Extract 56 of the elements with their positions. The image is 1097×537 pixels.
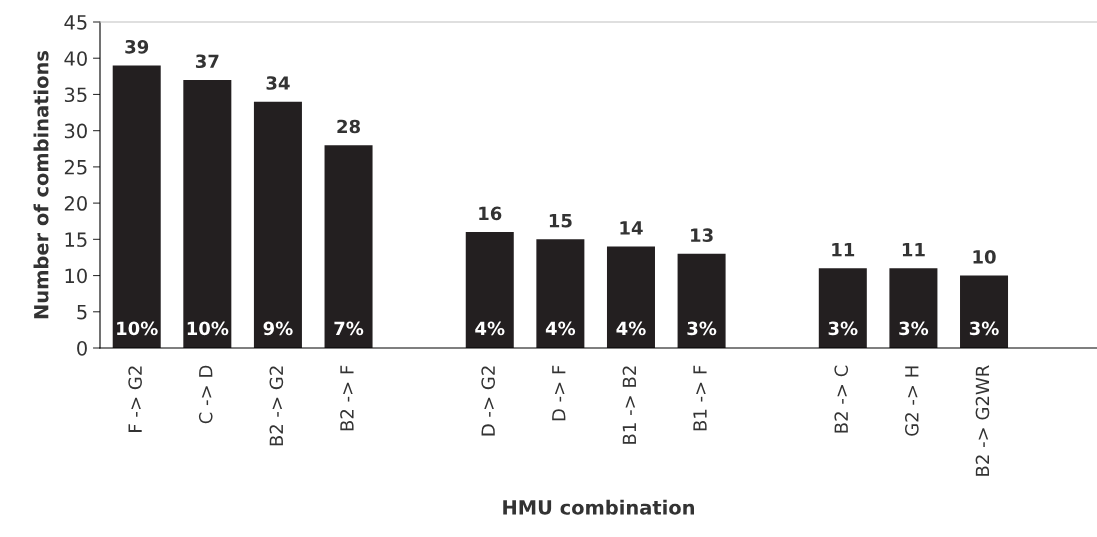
data-label: 14 [620,221,643,235]
x-tick-label: B1 -> B2 [622,366,636,444]
x-tick-label: D -> G2 [481,366,495,436]
bar [960,275,1009,348]
y-tick-label: 5 [77,304,87,320]
data-label: 13 [691,228,713,242]
bar [465,232,514,348]
x-tick-label: F -> G2 [128,366,142,432]
x-tick-label: G2 -> H [905,366,919,436]
bar [112,65,161,348]
annotation: 4% [545,321,576,336]
x-axis-title: HMU combination [503,499,694,515]
x-tick-label: C -> D [198,365,213,424]
data-label: 15 [549,214,572,228]
y-tick-label: 30 [64,123,87,139]
data-label: 39 [125,39,149,54]
data-label: 34 [266,76,290,90]
x-tick-label: B2 -> F [340,365,354,431]
data-label: 37 [195,54,219,69]
y-axis-title: Number of combinations [33,50,49,319]
bar [324,145,373,348]
x-tick-label: B2 -> C [834,365,849,433]
data-label: 28 [337,119,360,134]
annotation: 3% [828,321,858,336]
bar [606,246,655,348]
y-tick-label: 40 [64,51,87,66]
annotation: 10% [187,321,229,336]
x-tick-label: B1 -> F [693,365,707,431]
bar [889,268,938,348]
annotation: 7% [334,321,364,336]
y-tick-label: 0 [77,340,87,356]
data-label: 11 [832,243,855,257]
x-tick-label: B2 -> G2 [269,366,284,446]
y-tick-label: 25 [64,159,87,175]
annotation: 3% [969,321,999,336]
y-tick-label: 15 [65,232,87,247]
data-label: 10 [973,250,996,264]
bar [536,239,585,348]
data-label: 11 [902,243,925,257]
bar [677,253,726,348]
annotation: 4% [475,321,505,336]
x-tick-label: D -> F [552,365,566,421]
annotation: 4% [616,321,646,336]
y-tick-label: 35 [64,87,87,103]
annotation: 10% [117,321,158,336]
y-tick-label: 10 [65,268,87,284]
bar [183,79,232,348]
annotation: 3% [899,321,929,336]
bar [253,101,302,348]
y-tick-label: 20 [64,196,87,211]
annotation: 9% [263,321,293,336]
y-tick-label: 45 [64,15,87,30]
annotation: 3% [687,321,717,336]
bar [818,268,867,348]
x-tick-label: B2 -> G2WR [975,365,990,476]
data-label: 16 [479,206,502,221]
